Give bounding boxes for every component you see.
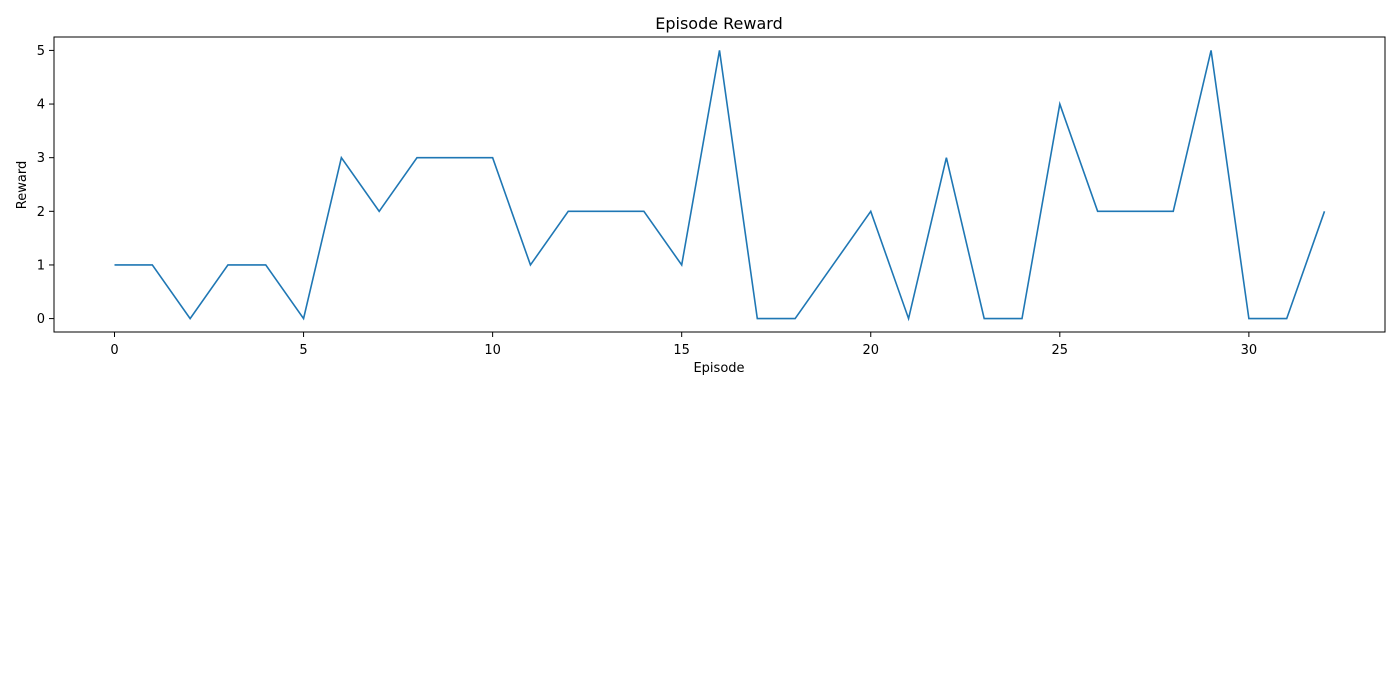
x-tick-label: 30 — [1241, 343, 1258, 358]
x-tick-label: 0 — [110, 343, 118, 358]
plot-area — [114, 50, 1326, 322]
series-line-0 — [114, 50, 1326, 322]
x-axis-label: Episode — [693, 361, 744, 376]
y-tick-label: 3 — [37, 151, 45, 166]
x-tick-label: 5 — [299, 343, 307, 358]
y-tick-label: 2 — [37, 205, 45, 220]
y-tick-label: 1 — [37, 258, 45, 273]
x-tick-label: 20 — [862, 343, 879, 358]
y-axis-label: Reward — [15, 161, 30, 209]
chart-title: Episode Reward — [655, 14, 783, 33]
y-tick-label: 5 — [37, 44, 45, 59]
y-axis: 0 1 2 3 4 5 — [37, 44, 54, 327]
x-tick-label: 10 — [484, 343, 501, 358]
x-tick-label: 15 — [673, 343, 690, 358]
y-tick-label: 0 — [37, 312, 45, 327]
x-axis: 0 5 10 15 20 25 30 — [110, 332, 1257, 358]
x-tick-label: 25 — [1052, 343, 1069, 358]
y-tick-label: 4 — [37, 98, 45, 113]
plot-frame — [53, 36, 1386, 333]
